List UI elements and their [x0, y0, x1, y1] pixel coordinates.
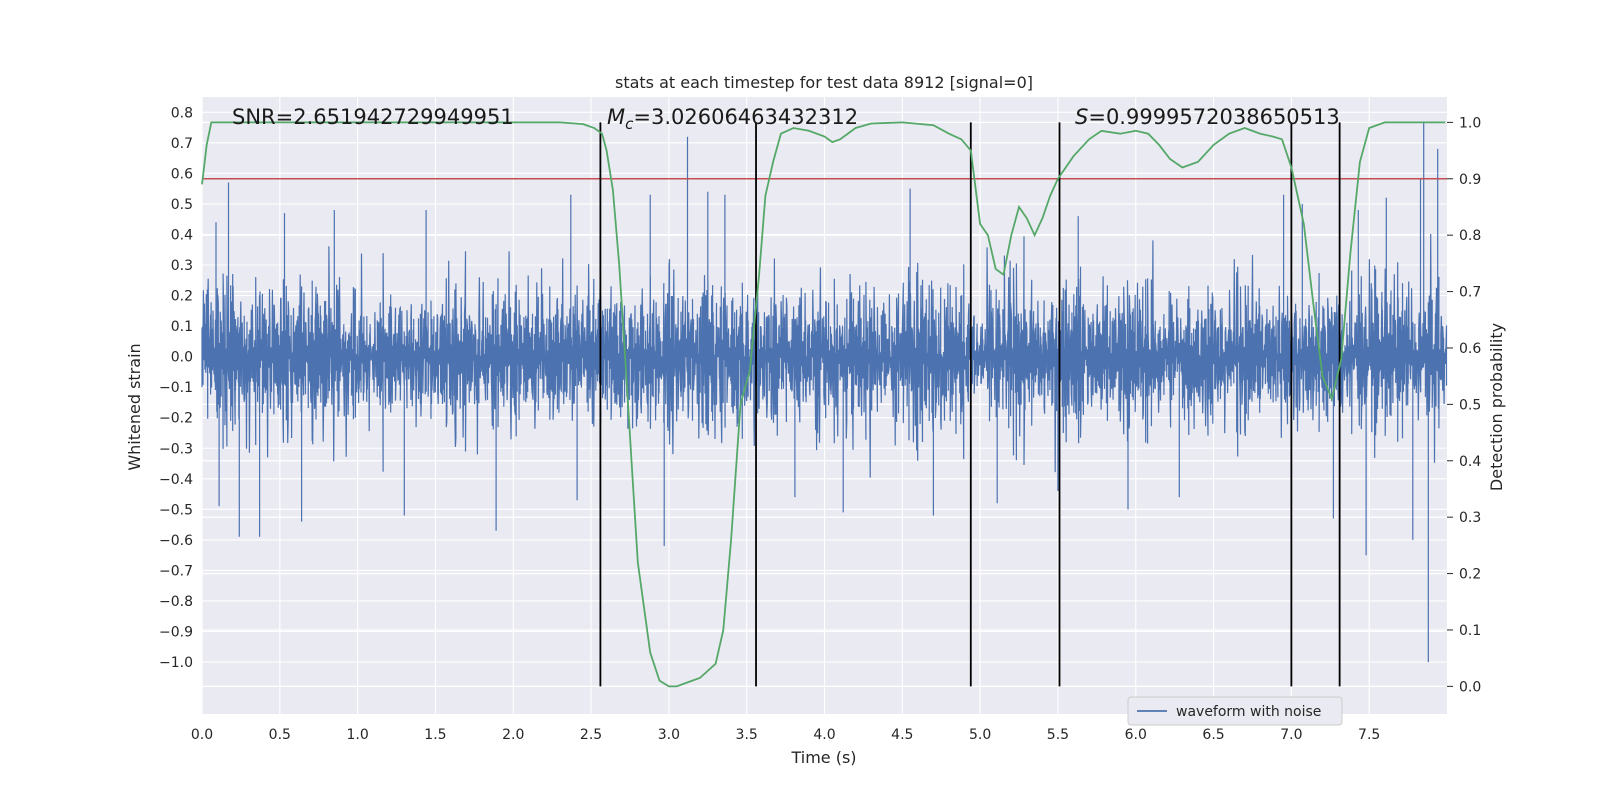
y2-tick-label: 0.1 — [1459, 623, 1481, 639]
y-tick-label: −0.6 — [159, 533, 193, 549]
waveform-line — [201, 121, 1448, 663]
legend-label: waveform with noise — [1176, 704, 1321, 720]
y-tick-label: −0.5 — [159, 502, 193, 518]
y2-tick-label: 0.4 — [1459, 454, 1481, 470]
y-axis-label: Whitened strain — [125, 343, 144, 470]
mc-subscript: c — [625, 115, 634, 133]
legend: waveform with noise — [1127, 696, 1343, 726]
y-tick-label: −0.2 — [159, 411, 193, 427]
y2-tick-label: 0.8 — [1459, 228, 1481, 244]
y-tick-label: 0.4 — [171, 227, 193, 243]
x-tick-label: 7.5 — [1358, 727, 1380, 743]
probability-line — [201, 121, 1446, 688]
x-tick-label: 7.0 — [1280, 727, 1302, 743]
x-tick-label: 1.0 — [346, 727, 368, 743]
x-tick-label: 6.5 — [1202, 727, 1224, 743]
mc-annotation: Mc=3.02606463432312 — [607, 105, 858, 133]
y2-tick-label: 0.6 — [1459, 341, 1481, 357]
waveform-series — [201, 121, 1448, 663]
x-tick-label: 2.5 — [580, 727, 602, 743]
y-tick-label: −1.0 — [159, 655, 193, 671]
y-tick-label: 0.8 — [171, 105, 193, 121]
y-tick-label: −0.1 — [159, 380, 193, 396]
chart-title: stats at each timestep for test data 891… — [615, 73, 1033, 92]
y2-tick-label: 0.2 — [1459, 567, 1481, 583]
s-annotation: S=0.9999572038650513 — [1075, 105, 1340, 129]
x-tick-label: 3.0 — [658, 727, 680, 743]
mc-symbol: M — [607, 105, 625, 129]
y-tick-label: 0.1 — [171, 319, 193, 335]
snr-annotation: SNR=2.651942729949951 — [232, 105, 514, 129]
y-tick-label: 0.6 — [171, 166, 193, 182]
x-tick-label: 6.0 — [1125, 727, 1147, 743]
y-tick-label: −0.7 — [159, 563, 193, 579]
s-value: =0.9999572038650513 — [1088, 105, 1339, 129]
x-tick-label: 5.0 — [969, 727, 991, 743]
x-tick-label: 0.5 — [269, 727, 291, 743]
x-tick-label: 4.0 — [813, 727, 835, 743]
x-tick-label: 4.5 — [891, 727, 913, 743]
y2-axis-label: Detection probability — [1487, 323, 1506, 491]
x-tick-label: 5.5 — [1047, 727, 1069, 743]
y-tick-label: 0.5 — [171, 197, 193, 213]
y2-tick-label: 0.9 — [1459, 172, 1481, 188]
y-tick-label: −0.9 — [159, 625, 193, 641]
y-tick-label: −0.3 — [159, 441, 193, 457]
y-tick-label: 0.7 — [171, 136, 193, 152]
mc-value: =3.02606463432312 — [633, 105, 858, 129]
y-tick-label: −0.4 — [159, 472, 193, 488]
y2-tick-label: 0.0 — [1459, 679, 1481, 695]
x-tick-label: 1.5 — [424, 727, 446, 743]
y2-tick-label: 0.3 — [1459, 510, 1481, 526]
y-tick-label: 0.2 — [171, 289, 193, 305]
x-tick-label: 2.0 — [502, 727, 524, 743]
s-symbol: S — [1075, 105, 1088, 129]
y2-tick-label: 1.0 — [1459, 115, 1481, 131]
x-tick-label: 0.0 — [191, 727, 213, 743]
x-tick-label: 3.5 — [736, 727, 758, 743]
y2-tick-label: 0.7 — [1459, 285, 1481, 301]
y-tick-label: −0.8 — [159, 594, 193, 610]
y2-tick-label: 0.5 — [1459, 397, 1481, 413]
y-tick-label: 0.3 — [171, 258, 193, 274]
y-tick-label: 0.0 — [171, 350, 193, 366]
x-axis-label: Time (s) — [790, 748, 856, 767]
